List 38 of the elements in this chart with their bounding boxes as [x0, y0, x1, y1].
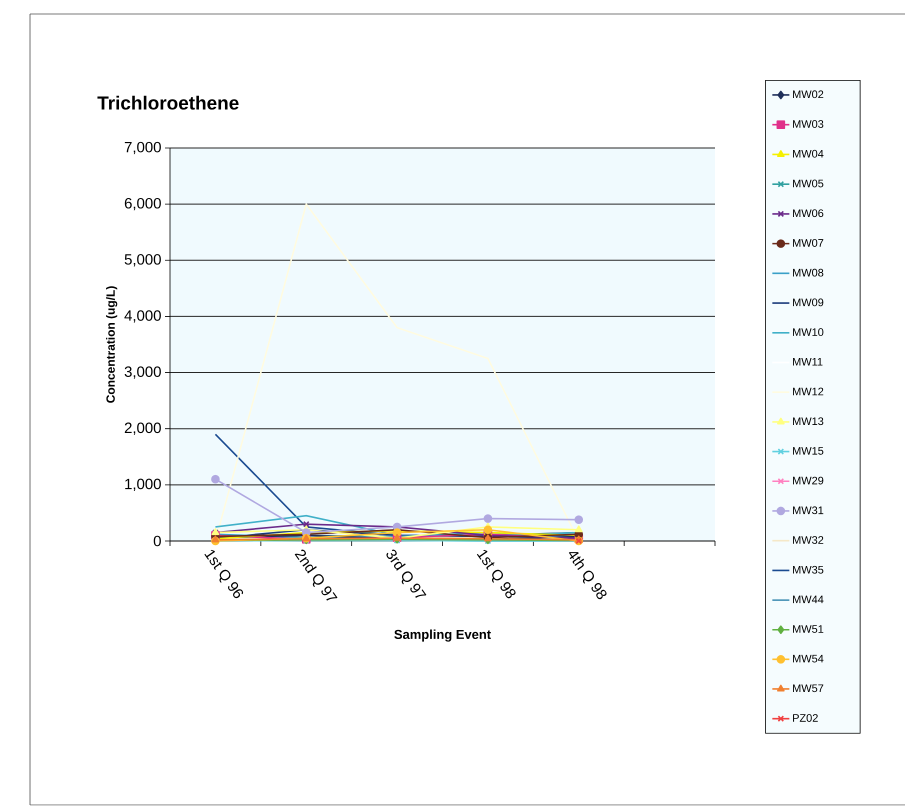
- legend-label: MW12: [793, 388, 824, 396]
- y-tick-label: 1,000: [125, 478, 161, 492]
- legend-label: MW54: [793, 654, 824, 662]
- legend-label: MW13: [793, 417, 824, 426]
- y-tick-label: 5,000: [124, 254, 161, 266]
- y-axis-title: Concentration (ug/L): [106, 286, 118, 403]
- legend-label: MW44: [793, 596, 824, 604]
- x-tick-label: 1st Q 96: [204, 550, 244, 598]
- legend-label: MW07: [793, 239, 824, 247]
- legend-label: MW57: [793, 684, 824, 692]
- legend-label: MW08: [793, 268, 824, 277]
- y-tick-label: 3,000: [124, 366, 161, 379]
- chart-title: Trichloroethene: [97, 96, 239, 110]
- legend-label: MW32: [793, 536, 824, 544]
- x-tick-label: 3rd Q 97: [386, 550, 426, 598]
- legend-label: MW51: [793, 625, 824, 633]
- legend-label: MW35: [793, 566, 824, 574]
- legend-label: MW03: [793, 120, 824, 128]
- y-tick-label: 6,000: [124, 198, 161, 210]
- legend-label: MW10: [793, 328, 824, 336]
- y-tick-label: 2,000: [124, 422, 161, 435]
- legend-label: MW11: [793, 358, 822, 366]
- legend-label: PZ02: [793, 714, 818, 722]
- legend-label: MW31: [793, 506, 824, 514]
- legend-label: MW29: [793, 476, 824, 484]
- legend-label: MW15: [793, 447, 824, 455]
- legend-label: MW02: [793, 90, 824, 98]
- x-axis-title: Sampling Event: [394, 630, 491, 642]
- legend-label: MW05: [793, 180, 824, 188]
- y-tick-label: 4,000: [124, 310, 161, 323]
- legend-label: MW06: [793, 209, 824, 218]
- x-tick-label: 1st Q 98: [476, 550, 516, 598]
- legend-label: MW04: [793, 150, 824, 158]
- y-tick-label: 7,000: [124, 142, 161, 154]
- y-tick-label: 0: [154, 536, 161, 546]
- x-tick-label: 2nd Q 97: [294, 550, 338, 601]
- x-tick-label: 4th Q 98: [568, 552, 607, 600]
- legend-label: MW09: [793, 298, 824, 306]
